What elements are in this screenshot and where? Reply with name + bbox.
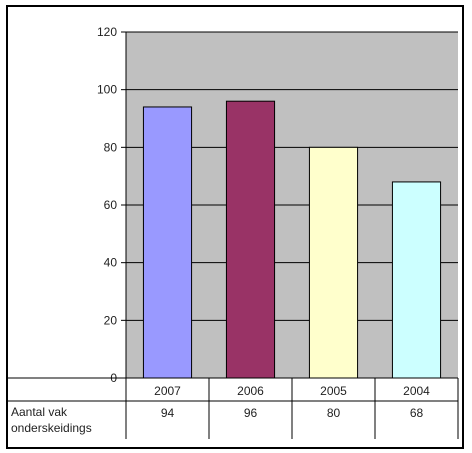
table-value: 96 [244, 406, 258, 420]
bar [142, 106, 193, 379]
y-tick-label: 120 [97, 25, 117, 39]
bar [225, 100, 276, 379]
chart-frame: 0 20 40 60 80 100 120 2007 2006 2005 2004 Aantal v… [6, 5, 464, 449]
table-row-label-line1: Aantal vak [11, 405, 68, 419]
table-value: 68 [410, 406, 424, 420]
bar [391, 181, 442, 379]
category-label: 2006 [237, 384, 264, 398]
table-row-label-line2: onderskeidings [11, 421, 92, 435]
category-label: 2004 [403, 384, 430, 398]
bars [142, 100, 442, 379]
table-value: 94 [161, 406, 175, 420]
bar [308, 146, 359, 379]
y-tick-label: 20 [104, 313, 118, 327]
table-value: 80 [327, 406, 341, 420]
y-tick-label: 60 [104, 198, 118, 212]
y-tick-label: 80 [104, 140, 118, 154]
category-label: 2007 [154, 384, 181, 398]
data-table: 2007 2006 2005 2004 Aantal vak onderskeidings… [8, 377, 459, 439]
category-label: 2005 [320, 384, 347, 398]
y-tick-label: 40 [104, 256, 118, 270]
y-tick-label: 100 [97, 83, 117, 97]
